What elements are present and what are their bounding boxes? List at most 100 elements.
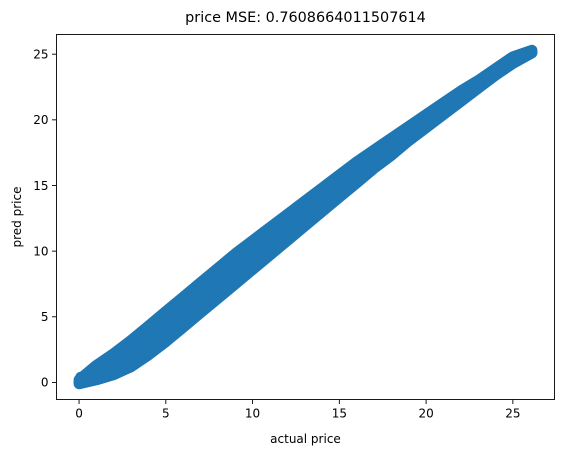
scatter-point (464, 81, 475, 93)
scatter-point (125, 357, 137, 369)
scatter-point (186, 311, 198, 323)
scatter-point (221, 257, 232, 269)
scatter-point (273, 239, 285, 251)
scatter-point (385, 134, 397, 145)
scatter-point (203, 296, 215, 308)
scatter-point (507, 52, 519, 64)
scatter-point (134, 352, 146, 363)
y-tick-label: 10 (33, 244, 48, 258)
scatter-point (212, 264, 224, 275)
scatter-point (290, 224, 302, 236)
scatter-point (160, 307, 172, 319)
scatter-point (316, 183, 328, 195)
scatter-point (455, 94, 467, 106)
scatter-point (385, 147, 397, 159)
x-tick-label: 5 (162, 407, 170, 421)
scatter-point (394, 127, 406, 139)
scatter-point (90, 361, 102, 373)
x-axis-label: actual price (270, 432, 341, 446)
scatter-point (325, 195, 337, 207)
scatter-point (177, 317, 189, 329)
plot-frame (56, 34, 555, 400)
scatter-point (151, 313, 163, 325)
scatter-point (247, 236, 259, 248)
scatter-point (229, 274, 241, 286)
scatter-point (333, 187, 345, 199)
scatter-point (108, 349, 120, 361)
scatter-point (437, 98, 449, 110)
scatter-point (299, 197, 311, 209)
scatter-point (342, 164, 354, 176)
chart-title: price MSE: 0.7608664011507614 (185, 10, 426, 26)
scatter-point (455, 86, 467, 98)
y-tick-label: 0 (41, 376, 49, 390)
scatter-point (255, 253, 267, 265)
x-tick-label: 10 (245, 407, 260, 421)
scatter-point (516, 48, 527, 60)
scatter-point (437, 107, 449, 119)
scatter-point (498, 59, 510, 71)
scatter-point (177, 292, 189, 304)
scatter-point (255, 229, 267, 241)
x-tick-label: 20 (418, 407, 433, 421)
scatter-point (195, 303, 206, 315)
x-tick-label: 25 (505, 407, 520, 421)
y-axis-ticks: 0 5 10 15 20 25 (33, 47, 57, 390)
scatter-point (281, 231, 293, 243)
scatter-point (490, 64, 501, 76)
y-tick-label: 5 (41, 310, 49, 324)
y-tick-label: 15 (33, 179, 48, 193)
scatter-point (290, 203, 302, 215)
scatter-point (411, 127, 423, 139)
scatter-point (481, 71, 493, 82)
scatter-point (307, 190, 319, 202)
y-tick-label: 20 (33, 113, 48, 127)
scatter-point (420, 120, 432, 132)
scatter-point (377, 139, 389, 151)
scatter-point (368, 160, 380, 172)
y-tick-label: 25 (33, 47, 48, 61)
scatter-point (351, 173, 363, 185)
scatter-point (429, 103, 441, 115)
scatter-point (429, 114, 441, 126)
scatter-point (472, 76, 484, 88)
scatter-point (403, 134, 415, 145)
scatter-point (333, 170, 345, 182)
scatter-point (169, 325, 180, 337)
scatter-point (229, 250, 241, 262)
scatter-point (307, 210, 319, 222)
scatter-point (420, 110, 432, 122)
scatter-point (359, 152, 371, 164)
y-axis-label: pred price (10, 187, 24, 248)
scatter-point (524, 47, 536, 59)
scatter-point (446, 101, 458, 113)
scatter-point (359, 166, 371, 178)
scatter-point (99, 370, 111, 382)
scatter-point (273, 216, 285, 228)
scatter-point (203, 271, 215, 283)
scatter-point (411, 115, 423, 127)
scatter-point (316, 202, 328, 214)
scatter-point (377, 153, 389, 165)
scatter-point (116, 362, 128, 374)
scatter-point (446, 92, 458, 103)
scatter-point (325, 177, 337, 189)
scatter-point (116, 342, 128, 354)
scatter-point (212, 289, 224, 300)
x-tick-label: 15 (332, 407, 347, 421)
scatter-point (134, 328, 146, 340)
scatter-point (403, 122, 415, 134)
scatter-point (125, 336, 137, 348)
scatter-point (151, 338, 163, 350)
scatter-point (264, 223, 276, 235)
scatter-point (264, 245, 276, 257)
scatter-point (368, 145, 380, 157)
scatter-point (351, 157, 363, 169)
scatter-point (238, 268, 250, 279)
scatter-point (238, 243, 250, 254)
scatter-point (143, 345, 154, 357)
scatter-point (394, 140, 406, 152)
scatter-point (108, 366, 120, 378)
scatter-point (247, 260, 259, 272)
